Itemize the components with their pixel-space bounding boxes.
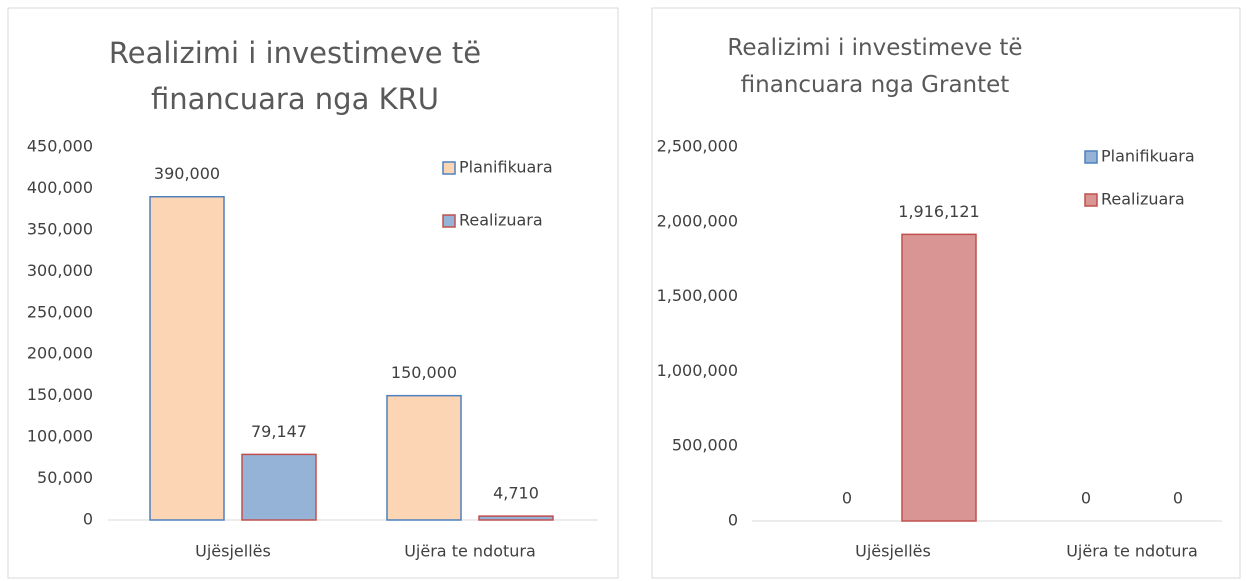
bar	[478, 515, 554, 521]
legend-swatch	[442, 161, 456, 175]
y-tick-label: 1,500,000	[657, 286, 738, 305]
x-tick-label: Ujëra te ndotura	[404, 542, 536, 561]
legend-label: Realizuara	[1101, 190, 1185, 209]
chart-title: Realizimi i investimeve të financuara ng…	[108, 36, 482, 117]
y-tick-label: 300,000	[27, 261, 93, 280]
x-tick-label: Ujësjellës	[195, 542, 271, 561]
data-label: 1,916,121	[898, 202, 979, 221]
y-tick-label: 2,000,000	[657, 211, 738, 230]
legend-label: Planifikuara	[459, 158, 553, 177]
bar	[149, 195, 225, 521]
y-tick-label: 450,000	[27, 137, 93, 156]
legend-swatch	[1084, 193, 1098, 207]
x-tick-label: Ujësjellës	[855, 542, 931, 561]
chart-title: Realizimi i investimeve të financuara ng…	[727, 35, 1023, 98]
y-tick-label: 350,000	[27, 219, 93, 238]
legend-swatch	[1084, 150, 1098, 164]
bar	[241, 453, 317, 521]
y-tick-label: 100,000	[27, 427, 93, 446]
legend-swatch	[442, 214, 456, 228]
data-label: 0	[1081, 489, 1091, 508]
legend-label: Planifikuara	[1101, 147, 1195, 166]
data-label: 0	[1173, 489, 1183, 508]
y-tick-label: 150,000	[27, 385, 93, 404]
y-tick-label: 200,000	[27, 344, 93, 363]
data-label: 0	[842, 489, 852, 508]
data-label: 150,000	[391, 363, 457, 382]
y-tick-label: 50,000	[37, 468, 93, 487]
y-tick-label: 400,000	[27, 178, 93, 197]
y-tick-label: 1,000,000	[657, 361, 738, 380]
data-label: 390,000	[154, 164, 220, 183]
bar	[901, 233, 977, 522]
x-tick-label: Ujëra te ndotura	[1066, 542, 1198, 561]
y-tick-label: 2,500,000	[657, 137, 738, 156]
legend-label: Realizuara	[459, 211, 543, 230]
data-label: 79,147	[251, 422, 307, 441]
y-tick-label: 250,000	[27, 302, 93, 321]
y-tick-label: 0	[728, 511, 738, 530]
bar	[386, 394, 462, 521]
y-tick-label: 500,000	[672, 436, 738, 455]
y-tick-label: 0	[83, 510, 93, 529]
data-label: 4,710	[493, 484, 539, 503]
